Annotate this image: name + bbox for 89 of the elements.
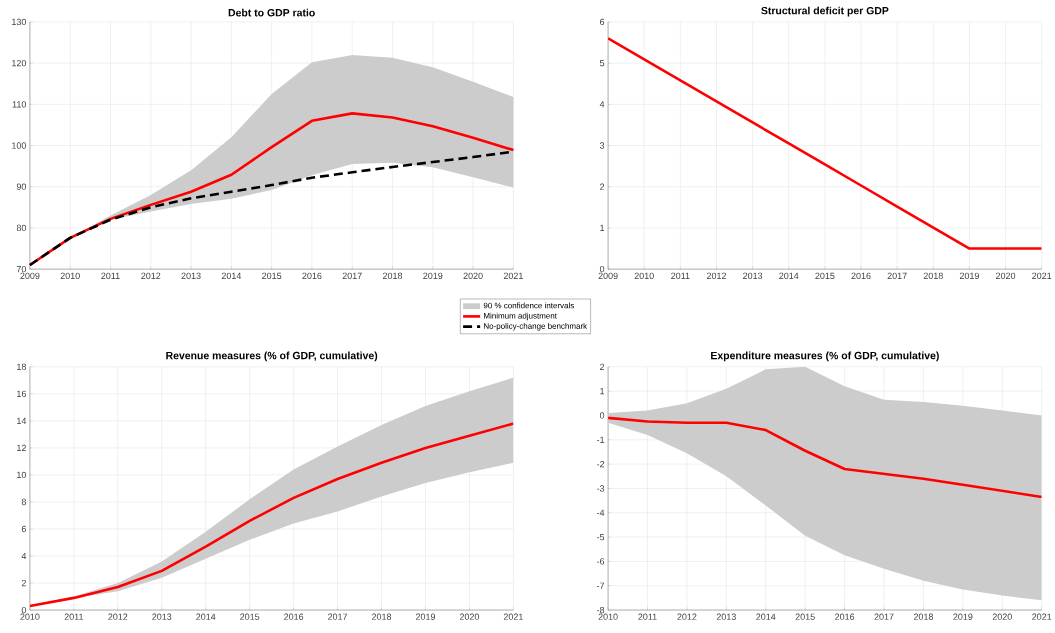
x-tick-label: 2012 bbox=[108, 613, 128, 620]
x-tick-label: 2014 bbox=[756, 613, 776, 620]
y-tick-label: 70 bbox=[16, 265, 27, 273]
y-tick-label: 110 bbox=[12, 101, 27, 108]
x-tick-label: 2013 bbox=[743, 272, 763, 280]
x-tick-label: 2021 bbox=[1032, 613, 1052, 620]
y-tick-label: -5 bbox=[596, 533, 605, 541]
x-tick-label: 2016 bbox=[851, 272, 871, 280]
y-tick-label: 18 bbox=[17, 363, 26, 371]
y-tick-label: 130 bbox=[12, 18, 27, 26]
y-tick-label: 4 bbox=[599, 101, 605, 108]
y-tick-label: 10 bbox=[17, 471, 27, 479]
x-tick-label: 2016 bbox=[284, 613, 304, 620]
x-tick-label: 2014 bbox=[196, 613, 216, 620]
chart-title: Revenue measures (% of GDP, cumulative) bbox=[166, 351, 378, 362]
x-tick-label: 2015 bbox=[262, 272, 282, 280]
x-tick-label: 2010 bbox=[598, 613, 618, 620]
x-tick-label: 2010 bbox=[20, 613, 40, 620]
y-tick-label: 8 bbox=[21, 498, 26, 506]
x-tick-label: 2013 bbox=[152, 613, 172, 620]
y-tick-label: 80 bbox=[16, 224, 27, 232]
x-tick-label: 2018 bbox=[923, 272, 943, 280]
x-tick-label: 2012 bbox=[141, 272, 161, 280]
y-tick-label: 100 bbox=[12, 142, 27, 149]
x-tick-label: 2020 bbox=[992, 613, 1012, 620]
chart-title: Debt to GDP ratio bbox=[228, 8, 315, 17]
y-tick-label: 6 bbox=[600, 18, 605, 26]
y-tick-label: 0 bbox=[599, 412, 605, 419]
x-tick-label: 2015 bbox=[815, 272, 835, 280]
x-tick-label: 2011 bbox=[64, 613, 84, 620]
x-tick-label: 2014 bbox=[221, 272, 242, 280]
x-tick-label: 2017 bbox=[328, 613, 348, 620]
x-tick-label: 2013 bbox=[181, 272, 201, 280]
x-tick-label: 2019 bbox=[959, 272, 979, 280]
y-tick-label: 12 bbox=[17, 444, 26, 452]
x-tick-label: 2010 bbox=[634, 272, 654, 280]
chart-title: Structural deficit per GDP bbox=[761, 6, 889, 17]
x-tick-label: 2021 bbox=[503, 272, 523, 280]
y-tick-label: 5 bbox=[599, 60, 605, 67]
y-tick-label: 2 bbox=[600, 363, 605, 370]
x-tick-label: 2012 bbox=[677, 613, 697, 620]
x-tick-label: 2020 bbox=[996, 272, 1016, 280]
y-tick-label: 16 bbox=[17, 390, 26, 398]
x-tick-label: 2019 bbox=[415, 613, 436, 620]
y-tick-label: 1 bbox=[600, 224, 605, 232]
x-tick-label: 2018 bbox=[913, 613, 934, 620]
x-tick-label: 2019 bbox=[423, 272, 443, 280]
y-tick-label: 90 bbox=[16, 183, 27, 190]
x-tick-label: 2011 bbox=[638, 613, 657, 620]
x-tick-label: 2016 bbox=[302, 272, 322, 280]
y-tick-label: -8 bbox=[596, 606, 605, 614]
y-tick-label: 4 bbox=[21, 552, 27, 560]
x-tick-label: 2011 bbox=[671, 272, 690, 280]
x-tick-label: 2020 bbox=[463, 272, 483, 280]
x-tick-label: 2016 bbox=[835, 613, 855, 620]
x-tick-label: 2018 bbox=[382, 272, 403, 280]
x-tick-label: 2015 bbox=[240, 613, 260, 620]
y-tick-label: 2 bbox=[600, 183, 605, 190]
y-tick-label: 0 bbox=[21, 606, 27, 614]
y-tick-label: 3 bbox=[599, 142, 605, 149]
y-tick-label: 2 bbox=[21, 579, 26, 587]
y-tick-label: -4 bbox=[596, 509, 605, 516]
y-tick-label: 120 bbox=[12, 59, 27, 67]
x-tick-label: 2009 bbox=[598, 272, 618, 280]
x-tick-label: 2021 bbox=[1032, 272, 1052, 280]
x-tick-label: 2009 bbox=[20, 272, 40, 280]
x-tick-label: 2011 bbox=[101, 272, 120, 280]
x-tick-label: 2017 bbox=[887, 272, 907, 280]
y-tick-label: 14 bbox=[17, 417, 27, 424]
x-tick-label: 2017 bbox=[874, 613, 894, 620]
x-tick-label: 2014 bbox=[779, 272, 799, 280]
x-tick-label: 2015 bbox=[795, 613, 815, 620]
y-tick-label: -6 bbox=[596, 558, 605, 565]
y-tick-label: -2 bbox=[596, 460, 605, 468]
y-tick-label: -3 bbox=[596, 485, 605, 492]
x-tick-label: 2020 bbox=[459, 613, 480, 620]
y-tick-label: -7 bbox=[596, 582, 605, 589]
x-tick-label: 2019 bbox=[953, 613, 973, 620]
y-tick-label: -1 bbox=[596, 436, 605, 443]
x-tick-label: 2021 bbox=[503, 613, 523, 620]
x-tick-label: 2010 bbox=[60, 272, 80, 280]
x-tick-label: 2012 bbox=[706, 272, 726, 280]
x-tick-label: 2018 bbox=[372, 613, 392, 620]
x-tick-label: 2013 bbox=[716, 613, 736, 620]
y-tick-label: 0 bbox=[599, 265, 605, 273]
x-tick-label: 2017 bbox=[342, 272, 362, 280]
y-tick-label: 6 bbox=[21, 525, 26, 533]
y-tick-label: 1 bbox=[600, 388, 605, 395]
chart-title: Expenditure measures (% of GDP, cumulative) bbox=[711, 351, 939, 362]
